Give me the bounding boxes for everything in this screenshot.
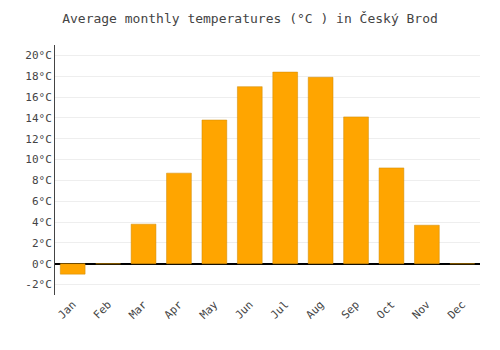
svg-text:2°C: 2°C [32, 237, 52, 250]
svg-text:20°C: 20°C [25, 49, 52, 62]
svg-text:Jul: Jul [268, 298, 291, 321]
svg-text:Feb: Feb [91, 298, 114, 321]
svg-text:0°C: 0°C [32, 258, 52, 271]
svg-text:4°C: 4°C [32, 216, 52, 229]
svg-text:Jan: Jan [55, 298, 78, 321]
svg-text:-2°C: -2°C [25, 278, 52, 291]
svg-text:Sep: Sep [339, 298, 362, 321]
svg-text:Average monthly temperatures (: Average monthly temperatures (°C ) in Če… [62, 11, 438, 26]
svg-text:8°C: 8°C [32, 174, 52, 187]
svg-text:Nov: Nov [410, 298, 434, 322]
svg-text:Dec: Dec [445, 298, 468, 321]
svg-text:6°C: 6°C [32, 195, 52, 208]
svg-text:18°C: 18°C [25, 70, 52, 83]
svg-text:Oct: Oct [374, 298, 397, 321]
svg-text:16°C: 16°C [25, 91, 52, 104]
svg-text:Apr: Apr [162, 298, 186, 322]
svg-text:Jun: Jun [233, 298, 256, 321]
svg-text:Mar: Mar [126, 298, 150, 322]
svg-text:12°C: 12°C [25, 133, 52, 146]
svg-text:14°C: 14°C [25, 112, 52, 125]
svg-text:10°C: 10°C [25, 153, 52, 166]
svg-text:May: May [197, 298, 221, 322]
svg-text:Aug: Aug [303, 298, 326, 321]
